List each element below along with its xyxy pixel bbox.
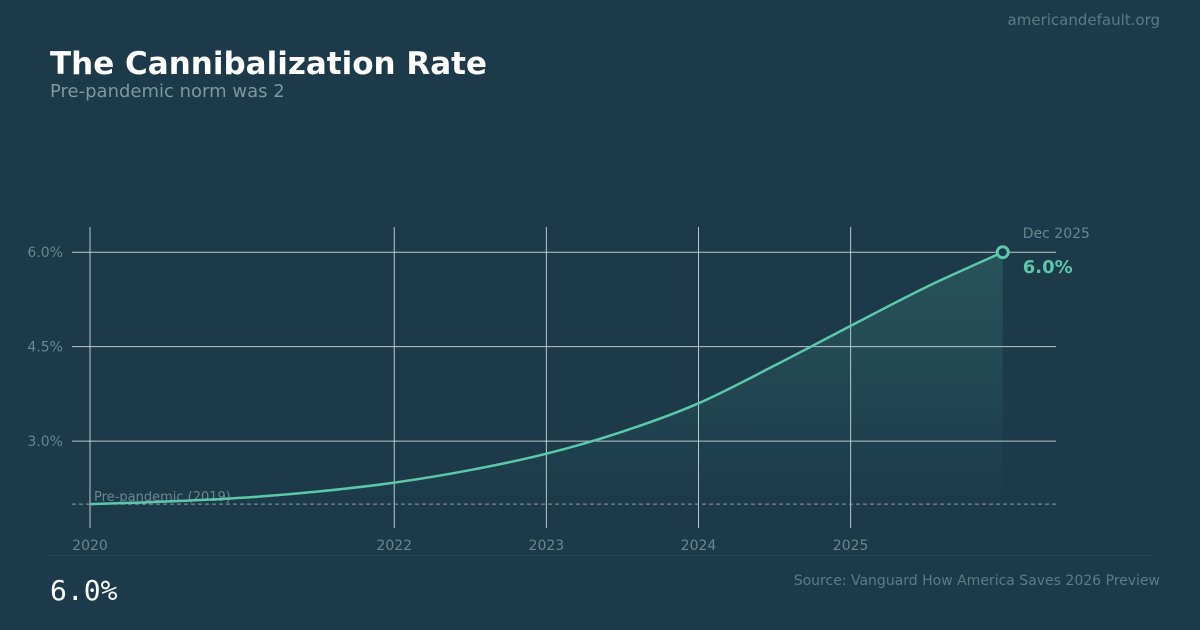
- x-tick-label: 2022: [376, 538, 412, 554]
- chart-subtitle: Pre-pandemic norm was 2: [50, 81, 285, 102]
- annotation-value: 6.0%: [1023, 257, 1073, 278]
- current-value: 6.0%: [50, 574, 118, 607]
- site-url: americandefault.org: [1007, 11, 1160, 29]
- footer-divider: [50, 555, 1150, 556]
- x-tick-label: 2023: [529, 538, 565, 554]
- series-area: [90, 252, 1003, 505]
- chart-title: The Cannibalization Rate: [50, 46, 488, 82]
- series-line: [89, 251, 1004, 506]
- x-tick-label: 2024: [681, 538, 717, 554]
- annotation-date: Dec 2025: [1023, 226, 1090, 242]
- y-tick-label: 6.0%: [27, 245, 63, 261]
- x-tick-label: 2020: [72, 538, 108, 554]
- x-tick-label: 2025: [833, 538, 869, 554]
- end-point-marker[interactable]: [995, 245, 1010, 260]
- y-tick-label: 3.0%: [27, 434, 63, 450]
- source-note: Source: Vanguard How America Saves 2026 …: [793, 573, 1160, 589]
- y-tick-label: 4.5%: [27, 340, 63, 356]
